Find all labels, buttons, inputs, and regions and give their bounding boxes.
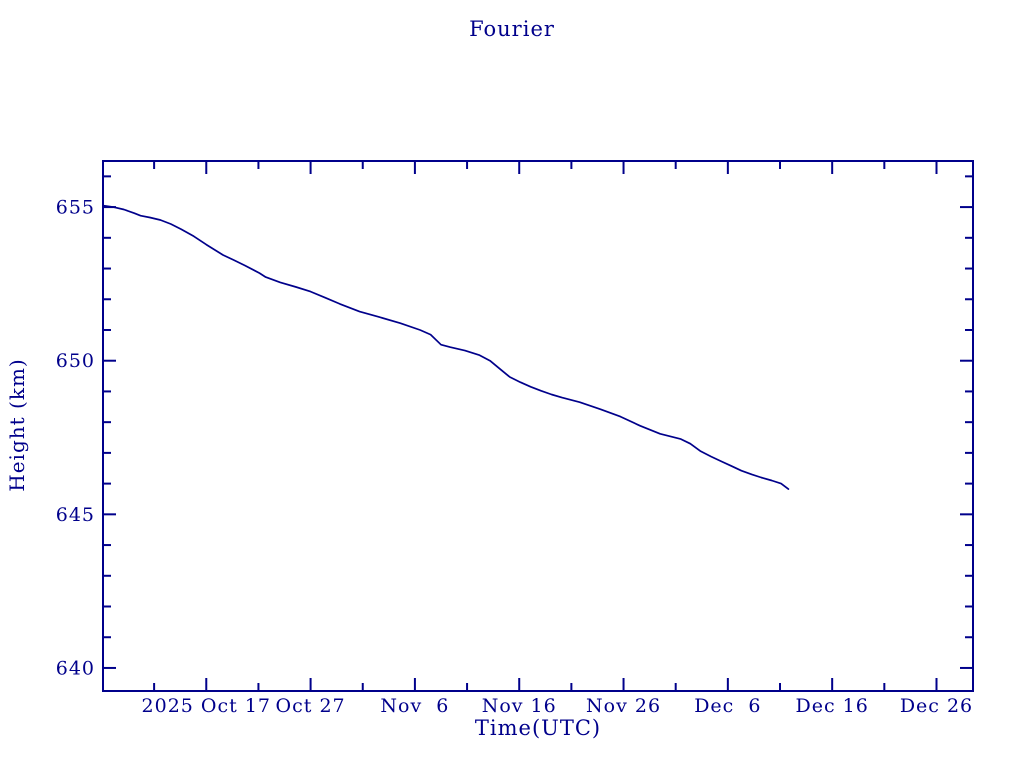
y-tick-label: 650 [56,350,95,372]
x-tick-label: Dec 26 [900,695,973,717]
x-tick-label: Dec 6 [694,695,761,717]
x-tick-label: Dec 16 [796,695,869,717]
x-tick-label: 2025 Oct 17 [142,695,271,717]
x-tick-label: Oct 27 [276,695,346,717]
x-axis-title: Time(UTC) [474,716,602,740]
data-series-line [102,204,790,490]
x-tick-label: Nov 26 [586,695,661,717]
x-tick-label: Nov 6 [380,695,449,717]
chart-title: Fourier [469,17,555,41]
y-tick-label: 645 [56,504,95,526]
x-tick-label: Nov 16 [482,695,557,717]
y-tick-label: 655 [56,197,95,219]
y-axis-title: Height (km) [5,358,29,492]
plot-frame [102,160,974,692]
y-tick-label: 640 [56,657,95,679]
